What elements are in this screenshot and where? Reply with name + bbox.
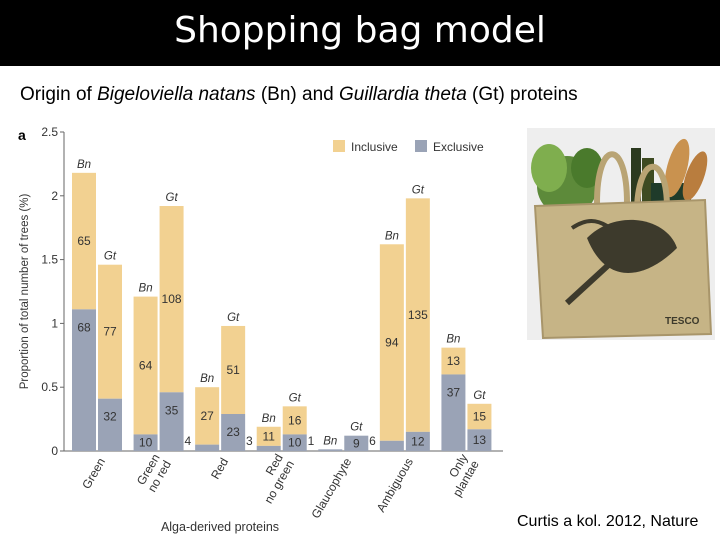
- bag-brand-text: TESCO: [665, 316, 700, 327]
- bar-species-label: Gt: [227, 312, 240, 324]
- bar-inclusive-count: 16: [288, 413, 302, 427]
- bar-exclusive: [195, 444, 220, 451]
- bar-species-label: Bn: [139, 283, 153, 295]
- bar-species-label: Bn: [385, 230, 399, 242]
- bar-species-label: Bn: [446, 334, 460, 346]
- subtitle-text-3: (Gt) proteins: [466, 84, 578, 105]
- bar-inclusive: [467, 403, 492, 430]
- bar-inclusive: [221, 325, 246, 414]
- bar-inclusive-count: 135: [408, 308, 428, 322]
- bar-species-label: Gt: [350, 422, 363, 434]
- legend-swatch-inclusive: [333, 140, 345, 152]
- y-tick-label: 1.5: [41, 253, 58, 267]
- bar-inclusive-count: 27: [200, 409, 214, 423]
- bar-exclusive-count: 13: [473, 433, 487, 447]
- legend-label-exclusive: Exclusive: [433, 140, 484, 154]
- bar-exclusive-count: 12: [411, 434, 425, 448]
- subtitle-species-2: Guillardia theta: [338, 84, 467, 105]
- y-tick-label: 1: [51, 316, 58, 330]
- bar-species-label: Gt: [104, 251, 117, 263]
- bar-species-label: Gt: [289, 392, 302, 404]
- y-tick-label: 2.5: [41, 125, 58, 139]
- y-tick-label: 0: [51, 444, 58, 458]
- bar-exclusive: [441, 374, 466, 451]
- bar-species-label: Gt: [166, 192, 179, 204]
- bar-exclusive: [133, 434, 158, 451]
- bar-exclusive-count: 3: [246, 434, 253, 448]
- bar-species-label: Bn: [200, 373, 214, 385]
- x-category-label: Onlyplantae: [439, 451, 482, 499]
- bar-exclusive: [405, 431, 430, 451]
- bar-inclusive-count: 65: [77, 234, 91, 248]
- bar-species-label: Gt: [412, 184, 425, 196]
- bar-inclusive-count: 13: [447, 354, 461, 368]
- bar-exclusive: [318, 449, 343, 451]
- bar-inclusive: [159, 206, 184, 393]
- bar-species-label: Bn: [262, 413, 276, 425]
- bar-exclusive: [72, 309, 96, 451]
- bar-inclusive-count: 11: [262, 429, 275, 443]
- bar-inclusive: [256, 426, 281, 446]
- bar-exclusive-count: 1: [308, 434, 315, 448]
- panel-label: a: [18, 127, 26, 143]
- bar-inclusive: [133, 296, 158, 435]
- bar-exclusive-count: 10: [288, 436, 302, 450]
- bar-inclusive-count: 51: [226, 363, 240, 377]
- bar-inclusive-count: 108: [162, 292, 182, 306]
- bar-inclusive: [282, 406, 307, 435]
- legend-label-inclusive: Inclusive: [351, 140, 398, 154]
- bar-exclusive-count: 35: [165, 403, 179, 417]
- bar-chart: a 0 0.5 1 1.5 2 2.5 Proportion of total number …: [18, 125, 503, 534]
- bar-exclusive-count: 6: [369, 434, 376, 448]
- bar-exclusive: [256, 445, 281, 451]
- y-tick-label: 0.5: [41, 380, 58, 394]
- bar-exclusive: [282, 434, 307, 451]
- bar-inclusive: [72, 172, 96, 310]
- bar-inclusive: [379, 244, 404, 441]
- bar-inclusive-count: 64: [139, 359, 153, 373]
- bar-species-label: Bn: [77, 159, 91, 171]
- bar-species-label: Gt: [473, 390, 486, 402]
- bar-inclusive-count: 77: [103, 325, 117, 339]
- bar-exclusive: [221, 413, 246, 451]
- subtitle-text-2: (Bn) and: [255, 84, 339, 105]
- title-bar: Shopping bag model: [0, 0, 720, 66]
- x-category-label: Glaucophyte: [309, 455, 355, 521]
- x-category-label: Green: [79, 456, 108, 492]
- bar-exclusive-count: 23: [226, 425, 240, 439]
- x-axis-label: Alga-derived proteins: [161, 520, 279, 534]
- bar-exclusive-count: 32: [103, 410, 117, 424]
- bar-inclusive-count: 15: [473, 410, 487, 424]
- subtitle-species-1: Bigeloviella natans: [97, 84, 256, 105]
- bar-exclusive-count: 9: [353, 436, 360, 450]
- bar-species-label: Bn: [323, 435, 337, 447]
- y-tick-label: 2: [51, 189, 58, 203]
- bar-inclusive: [405, 198, 430, 432]
- x-category-label: Ambiguous: [374, 456, 416, 515]
- slide-title: Shopping bag model: [174, 10, 546, 51]
- subtitle-text-1: Origin of: [20, 84, 98, 105]
- bar-exclusive: [344, 435, 369, 451]
- x-category-label: Red: [208, 456, 231, 482]
- bar-exclusive-count: 4: [184, 434, 191, 448]
- shopping-bag-image: TESCO: [527, 128, 715, 340]
- bar-exclusive-count: 10: [139, 436, 153, 450]
- bar-exclusive: [159, 392, 184, 451]
- bar-exclusive: [98, 398, 122, 451]
- bar-exclusive: [467, 429, 492, 451]
- x-category-label: Greenno red: [134, 452, 174, 495]
- bar-inclusive: [98, 264, 122, 399]
- bar-inclusive-count: 94: [385, 336, 399, 350]
- bar-exclusive-count: 68: [77, 320, 91, 334]
- slide-subtitle: Origin of Bigeloviella natans (Bn) and G…: [20, 84, 578, 106]
- legend-swatch-exclusive: [415, 140, 427, 152]
- x-category-label: Redno green: [250, 452, 297, 507]
- y-axis-label: Proportion of total number of trees (%): [19, 194, 31, 390]
- bar-inclusive: [195, 387, 220, 445]
- bar-exclusive-count: 37: [447, 385, 461, 399]
- bar-inclusive: [441, 347, 466, 375]
- citation: Curtis a kol. 2012, Nature: [517, 513, 699, 530]
- bar-exclusive: [379, 440, 404, 451]
